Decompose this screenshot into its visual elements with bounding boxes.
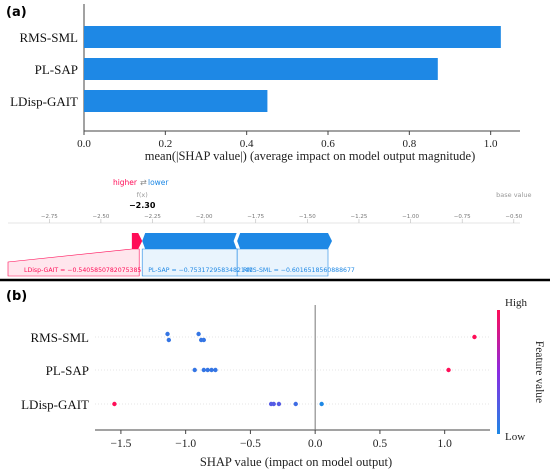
beeswarm-category-label: PL-SAP xyxy=(46,363,89,378)
force-x-tick-label: −2.50 xyxy=(92,214,109,220)
force-feature-label: LDisp-GAIT = −0.5405850782075385 xyxy=(24,267,141,274)
force-x-tick-label: −0.50 xyxy=(505,214,522,220)
beeswarm-x-tick-label: 0.0 xyxy=(308,438,323,450)
beeswarm-point xyxy=(192,367,197,373)
beeswarm-point xyxy=(205,367,210,373)
beeswarm-point xyxy=(446,367,451,373)
bar xyxy=(84,58,438,80)
bar xyxy=(84,90,268,112)
beeswarm-point xyxy=(271,401,276,407)
force-x-tick-label: −1.25 xyxy=(351,214,368,220)
force-x-tick-label: −0.75 xyxy=(454,214,471,220)
beeswarm-point xyxy=(276,401,282,407)
force-x-tick-label: −2.75 xyxy=(41,214,58,220)
force-x-tick-label: −1.75 xyxy=(247,214,264,220)
force-legend-higher: higher xyxy=(113,178,138,187)
beeswarm-point xyxy=(213,367,218,373)
bar xyxy=(84,26,501,48)
feature-value-colorbar xyxy=(497,310,500,434)
force-feature-label: PL-SAP = −0.7531729583482141 xyxy=(148,267,253,274)
beeswarm-point xyxy=(293,401,298,407)
colorbar-title: Feature value xyxy=(533,341,545,403)
force-negative-band xyxy=(142,233,238,249)
beeswarm-point xyxy=(196,331,201,337)
bar-x-tick-label: 1.0 xyxy=(484,138,498,150)
force-negative-connector xyxy=(236,248,329,277)
force-legend-arrows: ⇄ xyxy=(140,178,147,187)
beeswarm-point xyxy=(201,367,206,373)
beeswarm-x-label: SHAP value (impact on model output) xyxy=(200,455,392,469)
beeswarm-chart: RMS-SML PL-SAP LDisp-GAIT −1.5 −1.0 −0.5 0.0 0… xyxy=(21,297,545,469)
beeswarm-point xyxy=(319,401,324,407)
colorbar-low-label: Low xyxy=(505,431,525,443)
bar-category-label: PL-SAP xyxy=(35,62,78,77)
force-x-tick-label: −2.00 xyxy=(196,214,213,220)
bar-x-tick-label: 0.4 xyxy=(240,138,254,150)
beeswarm-x-tick-label: 0.5 xyxy=(373,438,388,450)
beeswarm-point xyxy=(472,334,477,340)
panel-b-label: (b) xyxy=(6,289,27,304)
bar-category-label: RMS-SML xyxy=(19,30,78,45)
beeswarm-point xyxy=(165,331,170,337)
bar-x-tick-label: 0.6 xyxy=(321,138,335,150)
beeswarm-point xyxy=(166,337,172,343)
beeswarm-x-tick-label: −1.5 xyxy=(110,438,131,450)
force-positive-band xyxy=(131,233,143,249)
beeswarm-x-tick-label: −0.5 xyxy=(240,438,261,450)
force-base-value-label: base value xyxy=(496,191,531,199)
beeswarm-x-tick-label: −1.0 xyxy=(175,438,196,450)
beeswarm-point xyxy=(209,367,214,373)
bar-chart: RMS-SML PL-SAP LDisp-GAIT 0.0 0.2 0.4 0.6 0.8 1… xyxy=(10,4,520,163)
force-feature-label: RMS-SML = −0.6016518560888677 xyxy=(243,267,355,274)
force-fx-label: f(x) xyxy=(137,191,148,199)
force-fx-value: −2.30 xyxy=(129,201,156,210)
beeswarm-category-label: LDisp-GAIT xyxy=(21,397,89,412)
colorbar-high-label: High xyxy=(505,297,528,309)
bar-category-label: LDisp-GAIT xyxy=(10,94,78,109)
beeswarm-point xyxy=(112,401,117,407)
beeswarm-point xyxy=(201,337,206,343)
force-x-tick-label: −1.00 xyxy=(402,214,419,220)
force-plot: higher ⇄ lower f(x) −2.30 base value −2.… xyxy=(7,178,531,277)
panel-a-label: (a) xyxy=(6,5,27,20)
beeswarm-x-tick-label: 1.0 xyxy=(437,438,452,450)
beeswarm-category-label: RMS-SML xyxy=(30,330,89,345)
force-x-tick-label: −2.25 xyxy=(144,214,161,220)
force-x-tick-label: −1.50 xyxy=(299,214,316,220)
bar-x-tick-label: 0.0 xyxy=(77,138,91,150)
force-legend-lower: lower xyxy=(148,178,169,187)
bar-x-tick-label: 0.2 xyxy=(158,138,172,150)
force-positive-connector xyxy=(7,248,140,277)
bar-chart-x-label: mean(|SHAP value|) (average impact on mo… xyxy=(145,149,476,163)
bar-x-tick-label: 0.8 xyxy=(402,138,416,150)
force-negative-band xyxy=(237,233,332,249)
force-band-separator xyxy=(233,232,238,250)
